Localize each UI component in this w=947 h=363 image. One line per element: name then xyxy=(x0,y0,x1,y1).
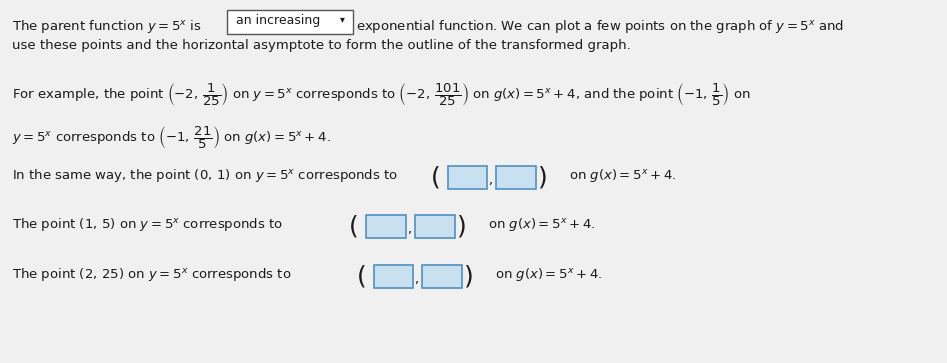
FancyBboxPatch shape xyxy=(415,215,455,238)
FancyBboxPatch shape xyxy=(496,166,536,189)
Text: exponential function. We can plot a few points on the graph of $y=5^x$ and: exponential function. We can plot a few … xyxy=(356,17,844,34)
Text: $y=5^x$ corresponds to $\left(-1,\,\dfrac{21}{5}\right)$ on $g(x)=5^x+4$.: $y=5^x$ corresponds to $\left(-1,\,\dfra… xyxy=(12,124,331,151)
Text: $\blacktriangledown$: $\blacktriangledown$ xyxy=(339,15,347,25)
Text: The point $(2,\,25)$ on $y=5^x$ corresponds to: The point $(2,\,25)$ on $y=5^x$ correspo… xyxy=(12,266,292,283)
Text: $($: $($ xyxy=(430,164,439,190)
Text: $)$: $)$ xyxy=(463,263,473,289)
Text: ,: , xyxy=(414,273,419,286)
FancyBboxPatch shape xyxy=(374,265,414,289)
Text: The parent function $y=5^x$ is: The parent function $y=5^x$ is xyxy=(12,17,202,34)
Text: on $g(x)=5^x+4$.: on $g(x)=5^x+4$. xyxy=(495,266,603,283)
FancyBboxPatch shape xyxy=(226,11,353,34)
Text: In the same way, the point $(0,\,1)$ on $y=5^x$ corresponds to: In the same way, the point $(0,\,1)$ on … xyxy=(12,167,399,184)
Text: on $g(x)=5^x+4$.: on $g(x)=5^x+4$. xyxy=(569,167,677,184)
Text: ,: , xyxy=(407,223,411,236)
Text: use these points and the horizontal asymptote to form the outline of the transfo: use these points and the horizontal asym… xyxy=(12,39,631,52)
FancyBboxPatch shape xyxy=(448,166,488,189)
Text: $($: $($ xyxy=(356,263,366,289)
Text: on $g(x)=5^x+4$.: on $g(x)=5^x+4$. xyxy=(489,216,596,233)
Text: $)$: $)$ xyxy=(537,164,546,190)
Text: $($: $($ xyxy=(348,213,358,239)
Text: For example, the point $\left(-2,\,\dfrac{1}{25}\right)$ on $y=5^x$ corresponds : For example, the point $\left(-2,\,\dfra… xyxy=(12,81,751,108)
Text: ,: , xyxy=(489,174,492,187)
FancyBboxPatch shape xyxy=(366,215,406,238)
Text: an increasing: an increasing xyxy=(236,14,320,27)
FancyBboxPatch shape xyxy=(422,265,462,289)
Text: The point $(1,\,5)$ on $y=5^x$ corresponds to: The point $(1,\,5)$ on $y=5^x$ correspon… xyxy=(12,216,283,233)
Text: $)$: $)$ xyxy=(456,213,465,239)
